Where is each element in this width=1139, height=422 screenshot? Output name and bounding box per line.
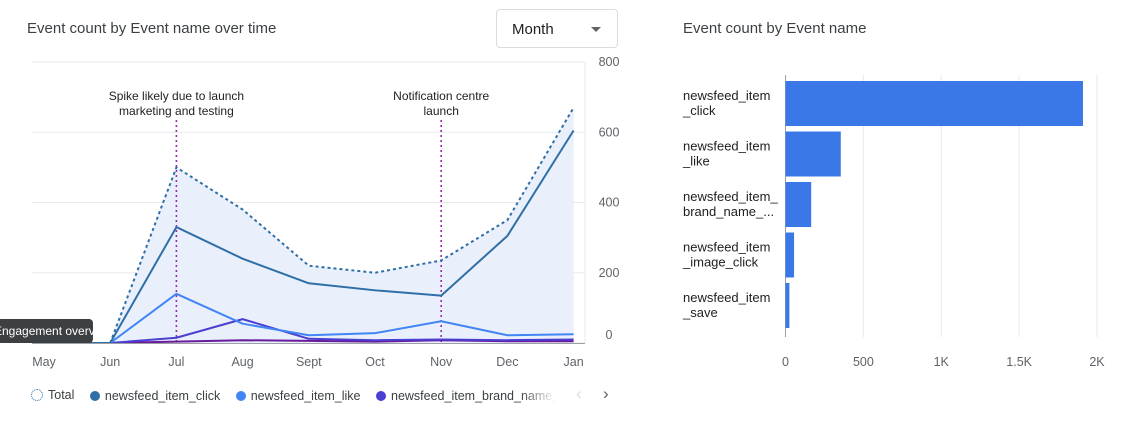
line-chart-area bbox=[44, 107, 574, 343]
x-tick-label: Aug bbox=[231, 355, 253, 369]
series-line bbox=[44, 129, 575, 344]
y-tick-label: 400 bbox=[599, 196, 620, 210]
bar-category-label: _like bbox=[682, 154, 710, 169]
legend-item-newsfeed-item-click[interactable]: newsfeed_item_click bbox=[89, 389, 221, 403]
y-tick-label: 0 bbox=[606, 328, 613, 342]
series-line bbox=[44, 318, 574, 344]
bar[interactable] bbox=[785, 131, 841, 177]
bar-chart-bars bbox=[785, 81, 1083, 328]
bar[interactable] bbox=[785, 81, 1083, 126]
bar-category-label: newsfeed_item bbox=[683, 290, 770, 305]
x-tick-label: May bbox=[32, 355, 56, 369]
line-chart-series bbox=[44, 107, 575, 344]
bar-category-label: _click bbox=[682, 103, 716, 118]
bar[interactable] bbox=[785, 232, 795, 278]
bar-category-label: newsfeed_item bbox=[683, 240, 770, 255]
y-tick-label: 800 bbox=[599, 55, 620, 69]
legend-item-total[interactable]: Total bbox=[31, 388, 74, 402]
x-tick-label: Dec bbox=[496, 355, 518, 369]
line-chart-legend: Total newsfeed_item_click newsfeed_item_… bbox=[31, 388, 561, 406]
bar-category-label: brand_name_... bbox=[683, 204, 774, 219]
tooltip-text: Engagement overview bbox=[0, 324, 93, 338]
hover-tooltip: Engagement overview bbox=[0, 319, 93, 343]
chevron-right-icon[interactable]: › bbox=[603, 384, 609, 403]
chevron-left-icon[interactable]: ‹ bbox=[576, 384, 582, 403]
granularity-select-value: Month bbox=[512, 21, 554, 38]
bar-category-label: _save bbox=[682, 305, 718, 320]
legend-swatch-total bbox=[31, 389, 43, 401]
legend-label: Total bbox=[48, 388, 75, 402]
legend-swatch bbox=[89, 391, 100, 401]
annotation-label: marketing and testing bbox=[119, 104, 234, 118]
bar-category-label: newsfeed_item_ bbox=[683, 189, 778, 204]
total-area-fill bbox=[44, 107, 574, 343]
annotation-label: Spike likely due to launch bbox=[109, 89, 244, 103]
legend-item-newsfeed-item-like[interactable]: newsfeed_item_like bbox=[235, 389, 361, 403]
line-chart-axes: 800 600 400 200 0 May Jun Jul Aug Sept Oct Nov Dec Ja… bbox=[32, 55, 619, 369]
y-tick-label: 600 bbox=[599, 125, 620, 139]
x-tick-label: Oct bbox=[365, 355, 385, 369]
x-tick-label: Sept bbox=[296, 355, 322, 369]
legend-label: newsfeed_item_brand_name_click bbox=[391, 389, 561, 403]
legend-swatch bbox=[235, 391, 246, 401]
series-line bbox=[44, 292, 574, 344]
legend-label: newsfeed_item_click bbox=[104, 389, 221, 403]
bar-category-label: newsfeed_item bbox=[683, 88, 770, 103]
legend-label: newsfeed_item_like bbox=[250, 389, 361, 403]
bar-category-label: newsfeed_item bbox=[683, 139, 770, 154]
legend-fade bbox=[520, 386, 565, 408]
x-tick-label: 1K bbox=[934, 355, 950, 369]
x-tick-label: Jul bbox=[168, 355, 184, 369]
legend-swatch bbox=[376, 391, 386, 401]
x-tick-label: 2K bbox=[1089, 355, 1105, 369]
x-tick-label: Nov bbox=[430, 355, 453, 369]
series-line bbox=[44, 107, 575, 344]
bar-category-label: _image_click bbox=[682, 255, 759, 270]
legend-item-newsfeed-item-brand-name-click[interactable]: newsfeed_item_brand_name_click bbox=[376, 389, 561, 403]
bar[interactable] bbox=[785, 283, 790, 328]
bar-chart-title: Event count by Event name bbox=[683, 20, 867, 37]
x-tick-label: Jan bbox=[564, 355, 584, 369]
x-tick-label: Jun bbox=[100, 355, 120, 369]
x-tick-label: 500 bbox=[853, 355, 874, 369]
line-chart-title: Event count by Event name over time bbox=[27, 20, 277, 37]
x-tick-label: 1.5K bbox=[1006, 355, 1032, 369]
caret-down-icon bbox=[591, 27, 601, 32]
y-tick-label: 200 bbox=[599, 266, 620, 280]
annotation-label: launch bbox=[424, 104, 459, 118]
granularity-select[interactable]: Month bbox=[496, 9, 618, 48]
annotation-label: Notification centre bbox=[393, 89, 489, 103]
bar-chart-axes: 0 500 1K 1.5K 2Knewsfeed_item_clicknewsfeed_… bbox=[682, 88, 1105, 369]
bar[interactable] bbox=[785, 182, 812, 227]
x-tick-label: 0 bbox=[782, 355, 789, 369]
